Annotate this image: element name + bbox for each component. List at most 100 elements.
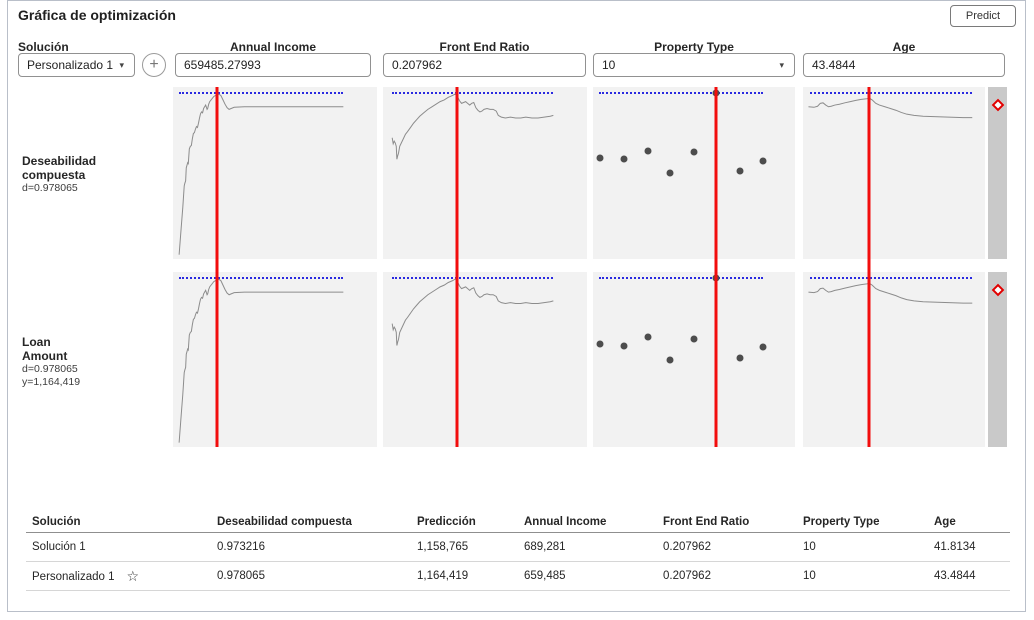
age-label: Age: [892, 40, 916, 54]
table-cell: 10: [803, 541, 816, 553]
prediction-trace: [383, 87, 587, 259]
response-name-line: Amount: [22, 349, 68, 363]
column-header-solución: Solución: [32, 516, 81, 528]
annual-income-value: 659485.27993: [184, 58, 261, 72]
front-end-ratio-input[interactable]: 0.207962: [383, 53, 586, 77]
solution-label: Solución: [18, 40, 69, 54]
current-value-line[interactable]: [215, 87, 219, 272]
profiler-cell-front-end-ratio[interactable]: [383, 272, 587, 447]
table-cell: 0.978065: [217, 570, 265, 582]
table-cell: 0.207962: [663, 541, 711, 553]
desirability-strip[interactable]: [988, 87, 1007, 259]
table-cell: 1,164,419: [417, 570, 469, 582]
category-point: [620, 155, 628, 163]
category-point: [736, 354, 744, 362]
category-point: [759, 157, 767, 165]
category-point: [666, 356, 674, 363]
prediction-trace: [173, 272, 377, 447]
table-cell: 1,158,765: [417, 541, 469, 553]
profiler-cell-front-end-ratio[interactable]: [383, 87, 587, 272]
property-type-select[interactable]: 10 ▾: [593, 53, 795, 77]
prediction-trace: [803, 87, 985, 259]
profiler-cell-age[interactable]: [803, 272, 985, 447]
category-point: [759, 343, 767, 351]
category-point: [690, 148, 698, 156]
prediction-trace: [803, 272, 985, 447]
profiler-cell-annual-income[interactable]: [173, 272, 377, 447]
profiler-cell-property-type[interactable]: [593, 87, 795, 272]
category-point: [736, 167, 744, 175]
category-point: [620, 342, 628, 349]
response-name-line: Deseabilidad: [22, 154, 97, 168]
add-solution-button[interactable]: +: [142, 53, 166, 77]
category-point: [666, 169, 674, 177]
front-end-ratio-value: 0.207962: [392, 58, 443, 72]
desirability-target-line: [392, 277, 554, 280]
current-value-line[interactable]: [714, 87, 718, 272]
chevron-down-icon: ▾: [119, 60, 124, 70]
current-value-line[interactable]: [215, 272, 219, 447]
response-stat: d=0.978065: [22, 182, 78, 194]
desirability-diamond-icon[interactable]: [991, 98, 1004, 112]
property-type-value: 10: [602, 58, 616, 72]
column-header-property-type: Property Type: [803, 516, 880, 528]
current-value-line[interactable]: [867, 87, 871, 272]
category-point: [690, 335, 698, 342]
desirability-strip[interactable]: [988, 272, 1007, 447]
prediction-trace: [173, 87, 377, 259]
annual-income-input[interactable]: 659485.27993: [175, 53, 371, 77]
table-row[interactable]: Personalizado 1 ☆ 0.978065 1,164,419 659,485…: [26, 562, 1010, 591]
desirability-target-line: [392, 92, 554, 95]
table-cell: 0.973216: [217, 541, 265, 553]
category-point: [596, 154, 604, 162]
chevron-down-icon: ▾: [779, 60, 784, 70]
category-point: [596, 340, 604, 348]
profiler-cell-property-type[interactable]: [593, 272, 795, 447]
column-header-predicción: Predicción: [417, 516, 476, 528]
age-input[interactable]: 43.4844: [803, 53, 1005, 77]
column-header-annual-income: Annual Income: [524, 516, 607, 528]
current-value-line[interactable]: [867, 272, 871, 447]
front-end-ratio-label: Front End Ratio: [439, 40, 530, 54]
response-stat: d=0.978065: [22, 363, 78, 375]
table-cell: 659,485: [524, 570, 566, 582]
star-icon[interactable]: ☆: [126, 568, 140, 584]
profiler-cell-annual-income[interactable]: [173, 87, 377, 272]
profiler-cell-age[interactable]: [803, 87, 985, 272]
table-cell: 41.8134: [934, 541, 976, 553]
table-cell: Personalizado 1 ☆: [32, 568, 140, 584]
desirability-target-line: [810, 92, 973, 95]
annual-income-label: Annual Income: [229, 40, 316, 54]
table-cell: Solución 1: [32, 541, 86, 553]
table-cell: 43.4844: [934, 570, 976, 582]
current-value-line[interactable]: [455, 87, 459, 272]
desirability-target-line: [599, 92, 763, 95]
column-header-deseabilidad-compuesta: Deseabilidad compuesta: [217, 516, 352, 528]
response-label-0: Deseabilidad compuesta d=0.978065: [22, 154, 170, 195]
solutions-table: Solución Deseabilidad compuesta Predicción…: [26, 512, 1010, 591]
property-type-label: Property Type: [654, 40, 734, 54]
table-cell: 10: [803, 570, 816, 582]
prediction-trace: [383, 272, 587, 447]
category-point: [644, 333, 652, 341]
column-header-age: Age: [934, 516, 956, 528]
solution-select[interactable]: Personalizado 1 ▾: [18, 53, 135, 77]
desirability-target-line: [599, 277, 763, 280]
desirability-target-line: [179, 277, 344, 280]
age-value: 43.4844: [812, 58, 856, 72]
desirability-diamond-icon[interactable]: [991, 284, 1004, 297]
optimization-panel: Gráfica de optimización Predict Solución…: [7, 0, 1026, 612]
table-cell: 0.207962: [663, 570, 711, 582]
category-point: [644, 147, 652, 155]
desirability-target-line: [810, 277, 973, 280]
current-value-line[interactable]: [455, 272, 459, 447]
response-name-line: compuesta: [22, 168, 86, 182]
table-row[interactable]: Solución 1 0.973216 1,158,765 689,281 0.2079…: [26, 533, 1010, 562]
table-cell: 689,281: [524, 541, 566, 553]
predict-button[interactable]: Predict: [950, 5, 1016, 27]
page-title: Gráfica de optimización: [18, 7, 176, 23]
current-value-line[interactable]: [714, 272, 718, 447]
desirability-target-line: [179, 92, 344, 95]
table-header-row: Solución Deseabilidad compuesta Predicción…: [26, 512, 1010, 533]
response-name-line: Loan: [22, 335, 51, 349]
